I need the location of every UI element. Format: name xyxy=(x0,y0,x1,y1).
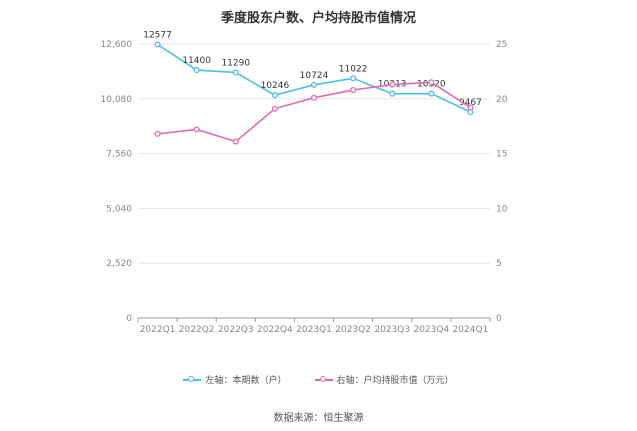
legend-label-right: 右轴：户均持股市值（万元） xyxy=(336,376,454,386)
data-label: 11290 xyxy=(221,58,250,68)
x-axis-tick-label: 2023Q4 xyxy=(413,325,449,335)
data-point-avg-holding-value xyxy=(389,81,396,88)
x-axis-tick-label: 2023Q2 xyxy=(335,325,371,335)
left-axis-tick-label: 2,520 xyxy=(106,259,132,269)
data-point-shareholders xyxy=(193,67,200,74)
right-axis-tick-label: 20 xyxy=(496,95,508,105)
x-axis-tick-label: 2022Q3 xyxy=(218,325,254,335)
right-axis-tick-label: 5 xyxy=(496,259,502,269)
data-label: 10246 xyxy=(261,81,290,91)
data-source: 数据来源：恒生聚源 xyxy=(273,413,364,424)
x-axis-tick-label: 2022Q1 xyxy=(140,325,176,335)
data-point-shareholders xyxy=(389,90,396,97)
data-point-shareholders xyxy=(350,75,357,82)
x-axis-tick-label: 2023Q3 xyxy=(374,325,410,335)
data-point-avg-holding-value xyxy=(154,130,161,137)
left-axis-tick-label: 0 xyxy=(126,314,132,324)
left-axis-tick-label: 10,080 xyxy=(101,95,133,105)
legend: 左轴：本期数（户） 右轴：户均持股市值（万元） xyxy=(0,373,637,386)
data-point-shareholders xyxy=(310,81,318,88)
data-point-shareholders xyxy=(428,90,435,97)
data-point-avg-holding-value xyxy=(232,138,239,145)
right-axis-tick-label: 10 xyxy=(496,204,508,214)
data-label: 9467 xyxy=(459,98,482,108)
data-point-avg-holding-value xyxy=(428,79,435,86)
x-axis-tick-label: 2024Q1 xyxy=(453,325,489,335)
left-axis-tick-label: 12,600 xyxy=(101,40,133,50)
data-label: 10724 xyxy=(300,71,329,81)
right-axis-tick-label: 15 xyxy=(496,150,507,160)
legend-label-left: 左轴：本期数（户） xyxy=(205,376,287,386)
data-point-avg-holding-value xyxy=(193,126,200,133)
data-point-avg-holding-value xyxy=(310,94,318,101)
x-axis-tick-label: 2022Q2 xyxy=(179,325,215,335)
left-axis-tick-label: 7,560 xyxy=(106,150,132,160)
data-label: 11400 xyxy=(182,56,211,66)
data-point-avg-holding-value xyxy=(271,105,278,112)
chart-title: 季度股东户数、户均持股市值情况 xyxy=(220,11,416,26)
data-point-shareholders xyxy=(271,92,278,99)
data-point-avg-holding-value xyxy=(350,86,357,94)
legend-swatch-left xyxy=(183,375,202,385)
legend-item-right[interactable]: 右轴：户均持股市值（万元） xyxy=(314,373,454,386)
x-axis-tick-label: 2023Q1 xyxy=(296,325,332,335)
left-axis-tick-label: 5,040 xyxy=(106,204,132,214)
data-label: 11022 xyxy=(339,64,368,74)
data-label: 12577 xyxy=(143,31,172,41)
legend-swatch-right xyxy=(314,375,333,385)
data-point-shareholders xyxy=(154,41,161,48)
data-point-avg-holding-value xyxy=(467,104,474,111)
x-axis-tick-label: 2022Q4 xyxy=(257,325,293,335)
right-axis-tick-label: 25 xyxy=(496,40,507,50)
data-point-shareholders xyxy=(232,69,239,76)
legend-item-left[interactable]: 左轴：本期数（户） xyxy=(183,373,287,386)
right-axis-tick-label: 0 xyxy=(496,314,502,324)
series-line-avg-holding-value xyxy=(157,81,471,143)
